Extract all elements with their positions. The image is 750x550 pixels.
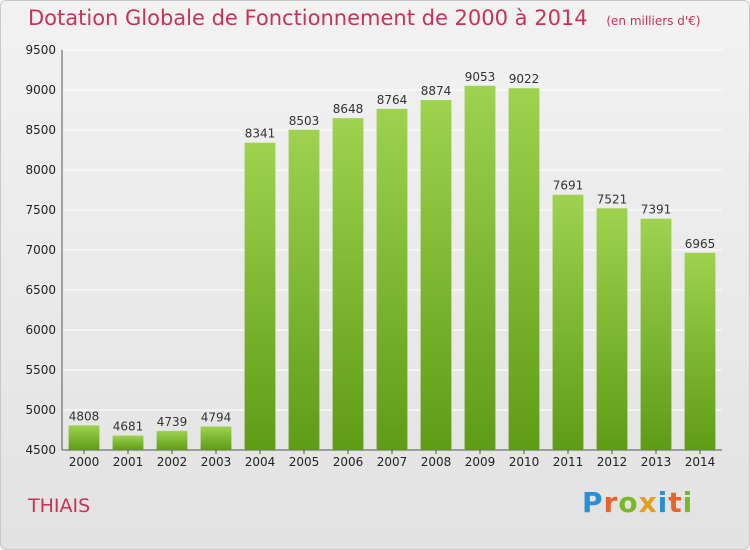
bar-value-label: 7521 bbox=[597, 192, 628, 206]
bar bbox=[684, 252, 716, 450]
x-tick-label: 2007 bbox=[377, 455, 408, 469]
x-tick-label: 2009 bbox=[465, 455, 496, 469]
y-tick-label: 7500 bbox=[25, 203, 56, 217]
bar-value-label: 7391 bbox=[641, 203, 672, 217]
x-tick-label: 2014 bbox=[685, 455, 716, 469]
x-tick-label: 2005 bbox=[289, 455, 320, 469]
bar bbox=[508, 88, 540, 451]
x-tick-label: 2001 bbox=[113, 455, 144, 469]
y-tick-label: 5500 bbox=[25, 363, 56, 377]
y-tick-label: 8000 bbox=[25, 163, 56, 177]
bar-value-label: 4739 bbox=[157, 415, 188, 429]
bar-value-label: 8874 bbox=[421, 84, 452, 98]
x-tick-label: 2008 bbox=[421, 455, 452, 469]
x-tick-label: 2013 bbox=[641, 455, 672, 469]
bar-value-label: 8503 bbox=[289, 114, 320, 128]
y-tick-label: 9000 bbox=[25, 83, 56, 97]
bar bbox=[376, 108, 408, 450]
y-tick-label: 6000 bbox=[25, 323, 56, 337]
bar-value-label: 9053 bbox=[465, 70, 496, 84]
city-name: THIAIS bbox=[28, 495, 91, 517]
bar bbox=[420, 100, 452, 450]
y-tick-label: 4500 bbox=[25, 443, 56, 457]
bar-value-label: 8341 bbox=[245, 127, 276, 141]
bar bbox=[596, 208, 628, 450]
y-tick-label: 6500 bbox=[25, 283, 56, 297]
x-tick-label: 2010 bbox=[509, 455, 540, 469]
y-tick-label: 5000 bbox=[25, 403, 56, 417]
bar bbox=[112, 435, 144, 450]
x-tick-label: 2012 bbox=[597, 455, 628, 469]
x-tick-label: 2000 bbox=[69, 455, 100, 469]
bar-value-label: 4794 bbox=[201, 410, 232, 424]
proxiti-logo: Proxiti bbox=[582, 486, 694, 519]
chart-title: Dotation Globale de Fonctionnement de 20… bbox=[28, 6, 700, 30]
chart-unit: (en milliers d'€) bbox=[606, 14, 701, 28]
y-tick-label: 9500 bbox=[25, 43, 56, 57]
x-tick-label: 2004 bbox=[245, 455, 276, 469]
bar bbox=[200, 426, 232, 450]
bar bbox=[156, 430, 188, 450]
bar-value-label: 4808 bbox=[69, 409, 100, 423]
bar-value-label: 7691 bbox=[553, 179, 584, 193]
x-tick-label: 2003 bbox=[201, 455, 232, 469]
x-tick-label: 2011 bbox=[553, 455, 584, 469]
bar-value-label: 6965 bbox=[685, 237, 716, 251]
bar bbox=[552, 194, 584, 450]
bar-value-label: 8764 bbox=[377, 93, 408, 107]
bar bbox=[332, 118, 364, 450]
bar-value-label: 8648 bbox=[333, 102, 364, 116]
y-tick-label: 8500 bbox=[25, 123, 56, 137]
bar bbox=[464, 85, 496, 450]
bar bbox=[244, 142, 276, 450]
bar bbox=[68, 425, 100, 450]
bar bbox=[640, 218, 672, 450]
x-tick-label: 2006 bbox=[333, 455, 364, 469]
bar bbox=[288, 129, 320, 450]
bar-value-label: 4681 bbox=[113, 420, 144, 434]
bar-value-label: 9022 bbox=[509, 72, 540, 86]
x-tick-label: 2002 bbox=[157, 455, 188, 469]
chart-title-text: Dotation Globale de Fonctionnement de 20… bbox=[28, 6, 588, 30]
y-tick-label: 7000 bbox=[25, 243, 56, 257]
